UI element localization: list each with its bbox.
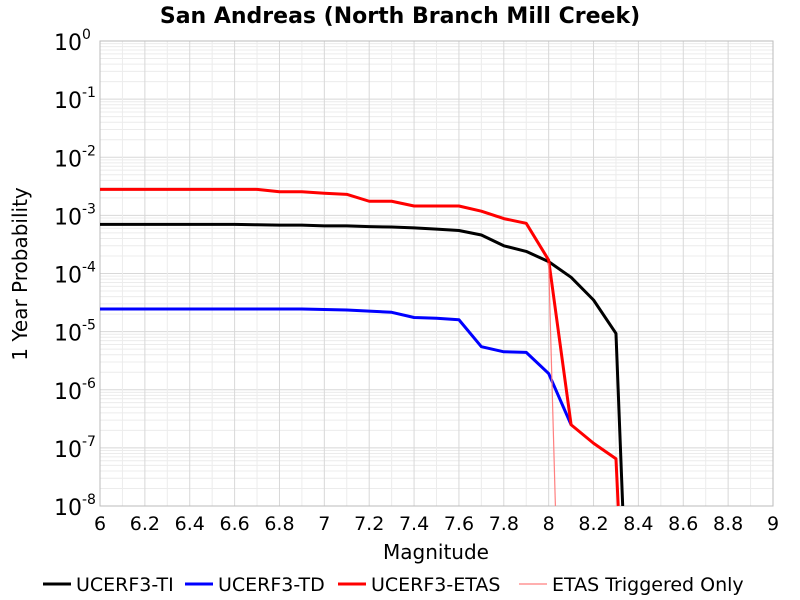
x-tick-label: 7 [318,513,330,535]
x-tick-label: 7.4 [399,513,429,535]
y-tick-base: 10 [54,380,82,405]
y-tick-exponent: -4 [82,260,96,276]
series-line-0 [100,222,625,507]
y-tick-label: 10-8 [54,492,96,521]
series-line-1 [100,307,573,426]
x-axis-label: Magnitude [383,540,489,564]
y-tick-base: 10 [54,147,82,172]
y-tick-label: 10-5 [54,318,96,347]
y-tick-label: 10-4 [54,260,96,289]
y-tick-label: 10-2 [54,143,96,172]
x-tick-label: 7.2 [354,513,384,535]
grid [99,40,774,507]
y-tick-base: 10 [54,496,82,521]
y-tick-exponent: -3 [82,201,96,217]
y-tick-exponent: -2 [82,143,96,159]
legend-label: ETAS Triggered Only [552,574,744,596]
y-tick-label: 10-1 [54,85,96,114]
y-tick-exponent: -7 [82,434,96,450]
x-tick-label: 7.6 [444,513,474,535]
legend-label: UCERF3-TI [76,574,174,596]
y-tick-base: 10 [54,31,82,56]
legend-label: UCERF3-ETAS [371,574,500,596]
y-tick-exponent: -1 [82,85,96,101]
y-tick-base: 10 [54,205,82,230]
x-tick-label: 6.2 [130,513,160,535]
x-tick-label: 6.4 [175,513,205,535]
y-tick-base: 10 [54,322,82,347]
y-tick-base: 10 [54,89,82,114]
y-tick-label: 100 [54,27,91,56]
series-line-2 [100,187,620,507]
x-tick-label: 8 [543,513,555,535]
y-tick-exponent: -8 [82,492,96,508]
y-tick-label: 10-7 [54,434,96,463]
y-tick-label: 10-3 [54,201,96,230]
x-tick-label: 8.2 [578,513,608,535]
x-axis-ticks: 6 6.2 6.4 6.6 6.8 7 7.2 7.4 7.6 7.8 8 8.2 8.4 8.6 8.8 9 [94,513,779,535]
series-line-3 [548,263,556,507]
chart-title: San Andreas (North Branch Mill Creek) [160,4,640,29]
x-tick-label: 8.4 [623,513,653,535]
y-tick-exponent: -5 [82,318,96,334]
y-tick-base: 10 [54,264,82,289]
legend-label: UCERF3-TD [218,574,325,596]
series-layer [100,187,625,507]
y-tick-base: 10 [54,438,82,463]
y-tick-exponent: 0 [82,27,91,43]
x-tick-label: 8.6 [668,513,698,535]
y-tick-exponent: -6 [82,376,96,392]
y-tick-label: 10-6 [54,376,96,405]
x-tick-label: 6.6 [219,513,249,535]
x-tick-label: 6 [94,513,106,535]
x-tick-label: 7.8 [489,513,519,535]
legend: UCERF3-TI UCERF3-TD UCERF3-ETAS ETAS Trigge… [43,574,744,596]
x-tick-label: 6.8 [264,513,294,535]
y-axis-label: 1 Year Probability [8,187,32,361]
x-tick-label: 9 [767,513,779,535]
plot-area [99,40,774,507]
x-tick-label: 8.8 [713,513,743,535]
